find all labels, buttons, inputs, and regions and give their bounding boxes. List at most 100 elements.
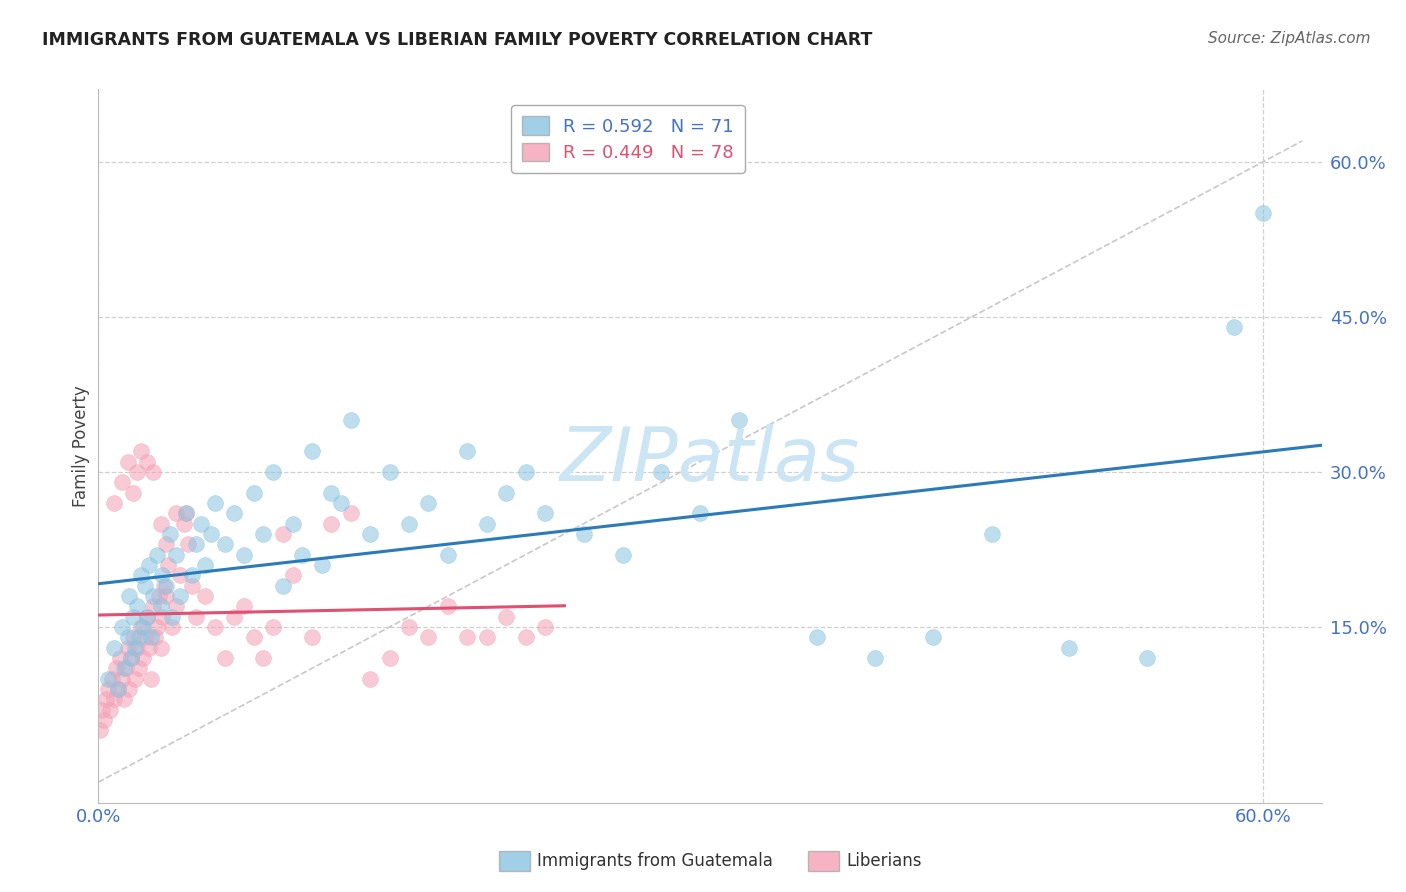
Point <box>160 609 183 624</box>
Point <box>418 496 440 510</box>
Point <box>495 609 517 624</box>
Point <box>340 413 363 427</box>
Point <box>129 568 152 582</box>
Point <box>418 630 440 644</box>
Point <box>204 620 226 634</box>
Point <box>145 548 167 562</box>
Point <box>863 651 886 665</box>
Point <box>134 630 156 644</box>
Point <box>122 609 145 624</box>
Point <box>149 640 172 655</box>
Point <box>922 630 945 644</box>
Point <box>117 454 139 468</box>
Point <box>291 548 314 562</box>
Point <box>124 640 146 655</box>
Point <box>1223 320 1246 334</box>
Point <box>139 672 162 686</box>
Point <box>233 548 256 562</box>
Point <box>157 558 180 572</box>
Point <box>184 537 207 551</box>
Point <box>242 630 264 644</box>
Point <box>155 579 177 593</box>
Point <box>242 485 264 500</box>
Point <box>118 589 141 603</box>
Point <box>112 661 135 675</box>
Point <box>262 620 284 634</box>
Point <box>138 640 160 655</box>
Point <box>118 681 141 696</box>
Point <box>233 599 256 614</box>
Point <box>117 630 139 644</box>
Point <box>120 651 142 665</box>
Point <box>149 599 172 614</box>
Point <box>97 681 120 696</box>
Point <box>689 506 711 520</box>
Text: Immigrants from Guatemala: Immigrants from Guatemala <box>537 852 773 870</box>
Point <box>437 599 460 614</box>
Point <box>152 609 174 624</box>
Point <box>311 558 333 572</box>
Point <box>271 579 294 593</box>
Point <box>148 589 170 603</box>
Point <box>165 599 187 614</box>
Point <box>359 672 381 686</box>
Point <box>173 516 195 531</box>
Point <box>378 465 401 479</box>
Point <box>177 537 200 551</box>
Point <box>114 661 136 675</box>
Point <box>134 579 156 593</box>
Point <box>301 444 323 458</box>
Point <box>97 672 120 686</box>
Point <box>155 537 177 551</box>
Point <box>437 548 460 562</box>
Point <box>120 651 142 665</box>
Point <box>139 630 162 644</box>
Point <box>165 506 187 520</box>
Point <box>128 630 150 644</box>
Point <box>728 413 751 427</box>
Point <box>142 589 165 603</box>
Point <box>104 661 127 675</box>
Point <box>160 620 183 634</box>
Point <box>98 703 121 717</box>
Point <box>142 599 165 614</box>
Point <box>180 568 202 582</box>
Point <box>252 527 274 541</box>
Point <box>475 630 498 644</box>
Point <box>534 620 557 634</box>
Point <box>224 609 246 624</box>
Point <box>806 630 828 644</box>
Point <box>340 506 363 520</box>
Point <box>145 620 167 634</box>
Point <box>398 516 420 531</box>
Point <box>184 609 207 624</box>
Point <box>214 651 236 665</box>
Text: Source: ZipAtlas.com: Source: ZipAtlas.com <box>1208 31 1371 46</box>
Point <box>165 548 187 562</box>
Point <box>129 620 152 634</box>
Point <box>169 568 191 582</box>
Point <box>378 651 401 665</box>
Point <box>174 506 197 520</box>
Point <box>1057 640 1080 655</box>
Point <box>650 465 672 479</box>
Point <box>200 527 222 541</box>
Point <box>301 630 323 644</box>
Point <box>112 692 135 706</box>
Point <box>96 692 118 706</box>
Point <box>117 640 139 655</box>
Point <box>475 516 498 531</box>
Point <box>136 609 159 624</box>
Point <box>122 485 145 500</box>
Point <box>89 723 111 738</box>
Point <box>321 516 343 531</box>
Point <box>108 651 131 665</box>
Point <box>107 681 129 696</box>
Point <box>138 558 160 572</box>
Point <box>159 527 181 541</box>
Point <box>359 527 381 541</box>
Point <box>127 465 149 479</box>
Point <box>142 465 165 479</box>
Point <box>271 527 294 541</box>
Point <box>124 672 146 686</box>
